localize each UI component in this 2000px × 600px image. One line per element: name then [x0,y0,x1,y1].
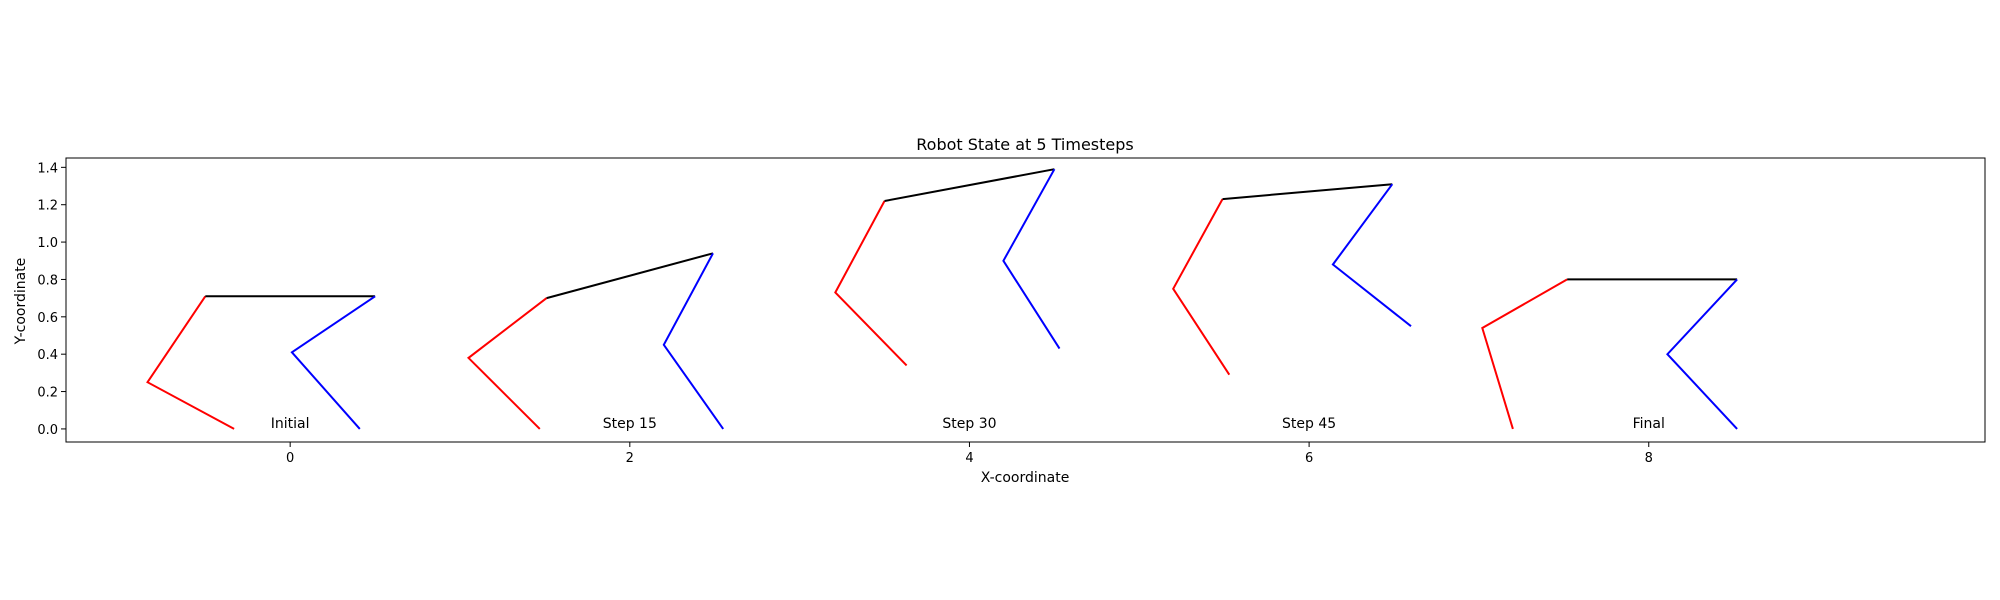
robot-state-3: Step 45 [1172,183,1412,432]
y-tick-label: 1.0 [37,236,58,251]
axis-ticks: 0 2 4 6 8 0.0 0.2 0.4 0.6 0.8 1.0 1.2 1.4 [37,161,1653,466]
left-leg-line [146,295,235,430]
state-label: Final [1633,416,1665,432]
body-line [546,252,714,300]
body-line [1222,183,1393,201]
x-axis-label: X-coordinate [981,470,1070,486]
robot-state-4: Final [1481,278,1738,432]
right-leg-line [1666,278,1738,430]
x-tick-label: 8 [1645,451,1653,466]
x-tick-label: 6 [1305,451,1313,466]
y-tick-label: 1.2 [37,199,58,214]
plot-area: Initial Step 15 Step 30 Step 45 Final [146,168,1738,432]
right-leg-line [662,252,725,430]
y-tick-label: 0.8 [37,273,58,288]
robot-state-2: Step 30 [834,168,1061,432]
y-tick-label: 0.2 [37,386,58,401]
x-tick-label: 2 [626,451,634,466]
state-label: Step 15 [603,416,657,432]
left-leg-line [1172,198,1231,376]
left-leg-line [466,297,548,430]
x-tick-label: 4 [965,451,973,466]
y-tick-label: 0.4 [37,348,58,363]
left-leg-line [834,200,908,367]
y-tick-label: 1.4 [37,161,58,176]
y-tick-label: 0.6 [37,311,58,326]
right-leg-line [1002,168,1061,350]
robot-state-1: Step 15 [466,252,725,432]
x-tick-label: 0 [286,451,294,466]
right-leg-line [1331,183,1412,327]
y-axis-label: Y-coordinate [13,258,29,346]
y-tick-label: 0.0 [37,423,58,438]
robot-state-0: Initial [146,295,376,432]
state-label: Initial [271,416,310,432]
right-leg-line [290,295,376,430]
body-line [884,168,1055,202]
left-leg-line [1481,278,1568,430]
chart-title: Robot State at 5 Timesteps [916,135,1133,154]
state-label: Step 45 [1282,416,1336,432]
state-label: Step 30 [942,416,996,432]
plot-frame [65,157,1986,443]
